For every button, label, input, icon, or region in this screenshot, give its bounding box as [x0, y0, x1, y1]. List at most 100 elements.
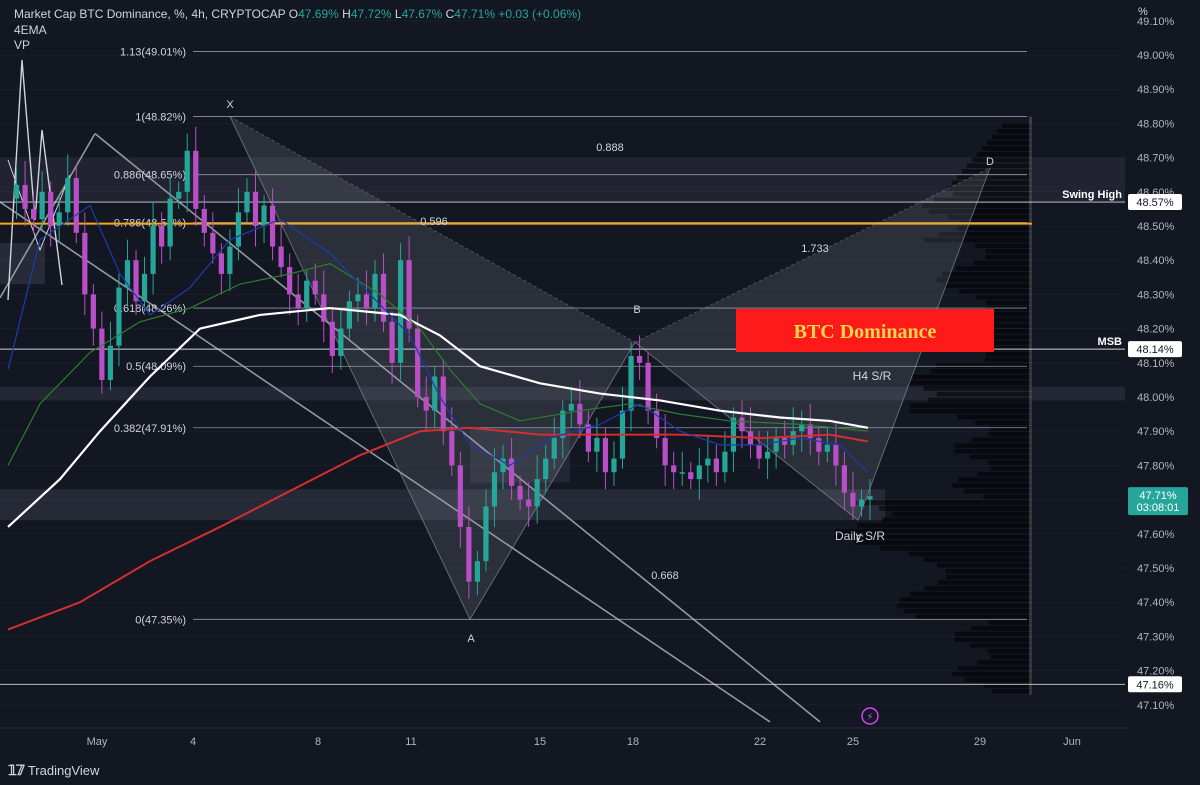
vp-bar [923, 386, 1032, 391]
ratio-label: 0.596 [420, 216, 448, 228]
vp-bar [922, 203, 1032, 208]
candle-body [696, 465, 702, 480]
fib-label: 0.886(48.65%) [114, 170, 186, 182]
candle-body [722, 451, 728, 473]
trendline-3 [0, 133, 96, 299]
vp-bar [957, 226, 1032, 231]
point-label-x: X [226, 99, 234, 111]
vp-bar [971, 626, 1032, 631]
fib-label: 1(48.82%) [135, 112, 186, 124]
vp-bar [923, 237, 1032, 243]
vp-bar [908, 380, 1032, 386]
vp-bar [996, 129, 1032, 134]
lightning-icon [861, 707, 879, 725]
candle-body [816, 438, 822, 452]
level-name: Swing High [1062, 189, 1122, 201]
zone-h4 [0, 386, 1125, 401]
vp-bar [897, 603, 1032, 608]
vp-bar [942, 271, 1032, 277]
candle-body [278, 246, 284, 268]
vp-bar [975, 420, 1032, 425]
candle-body [116, 287, 122, 346]
ema-green [7, 262, 869, 466]
level-price: 48.14% [1136, 344, 1174, 356]
vp-bar [990, 654, 1032, 660]
candle-body [628, 355, 634, 411]
candle-body [782, 438, 788, 445]
ratio-label: 0.888 [596, 142, 624, 154]
vp-bar [856, 523, 1032, 528]
vp-bar [991, 688, 1032, 694]
vp-bar [946, 186, 1032, 191]
vp-bar [938, 580, 1032, 585]
indicator-ema[interactable]: 4EMA [14, 23, 47, 37]
symbol-name: Market Cap BTC Dominance, %, 4h, CRYPTOC… [14, 7, 286, 21]
tradingview-brand[interactable]: 𝟙𝟟 TradingView [8, 762, 99, 779]
candle-body [65, 178, 71, 213]
vp-bar [899, 597, 1032, 603]
vp-bar [891, 511, 1032, 517]
sr-annotation: Daily S/R [835, 529, 885, 543]
y-tick-label: 48.40% [1137, 255, 1175, 267]
candle-body [201, 208, 207, 233]
vp-bar [954, 443, 1032, 448]
candle-body [107, 345, 114, 380]
vp-bar [971, 437, 1032, 443]
candle-body [423, 397, 429, 411]
high-label: H [342, 7, 351, 21]
lightning-glyph: ⚡ [866, 712, 873, 723]
level-price: 48.57% [1136, 197, 1174, 209]
candle-body [739, 417, 745, 432]
harmonic-path [229, 116, 991, 621]
vp-bar [952, 671, 1032, 677]
low-value: 47.67% [401, 7, 443, 21]
y-tick-label: 48.30% [1137, 289, 1175, 301]
candle-body [184, 150, 190, 192]
vp-bar [958, 477, 1032, 483]
vp-bar [952, 483, 1032, 488]
open-value: 47.69% [298, 7, 339, 21]
ema-white [7, 306, 869, 528]
x-tick-label: 8 [315, 736, 321, 748]
candle-body [713, 458, 719, 473]
candle-body [585, 424, 591, 452]
candle-body [193, 150, 199, 209]
grid [0, 20, 1125, 706]
candle-body [252, 191, 259, 226]
vp-bar [957, 414, 1032, 420]
vp-bar [1002, 123, 1032, 128]
level-price-box [1128, 676, 1182, 693]
ratio-label: 0.668 [651, 570, 679, 582]
vp-bar [985, 300, 1032, 306]
vp-bar [990, 426, 1032, 431]
x-tick-label: 22 [754, 736, 766, 748]
indicator-vp[interactable]: VP [14, 38, 31, 52]
vp-bar [969, 643, 1032, 648]
candle-body [133, 260, 139, 302]
level-name: MSB [1098, 336, 1123, 348]
vp-bar [879, 546, 1032, 551]
candle-body [764, 451, 771, 459]
vp-bar [981, 146, 1032, 151]
candle-body [577, 403, 583, 425]
candle-body [645, 362, 651, 411]
candle-body [636, 355, 643, 363]
vp-bar [853, 500, 1032, 505]
y-axis-unit: % [1138, 6, 1148, 18]
candle-body [440, 376, 446, 432]
candle-body [543, 458, 549, 480]
candle-body [363, 294, 370, 309]
candle-body [799, 424, 805, 432]
vp-bar [976, 346, 1032, 351]
y-tick-label: 48.50% [1137, 221, 1175, 233]
vp-bar [834, 534, 1032, 540]
candle-body [22, 184, 28, 209]
y-tick-label: 48.90% [1137, 84, 1175, 96]
vp-bar [964, 488, 1032, 494]
vp-bar [853, 540, 1032, 545]
candle-body [457, 465, 463, 527]
candle-body [841, 465, 847, 493]
candle-body [406, 260, 412, 329]
fib-label: 0(47.35%) [135, 614, 186, 626]
